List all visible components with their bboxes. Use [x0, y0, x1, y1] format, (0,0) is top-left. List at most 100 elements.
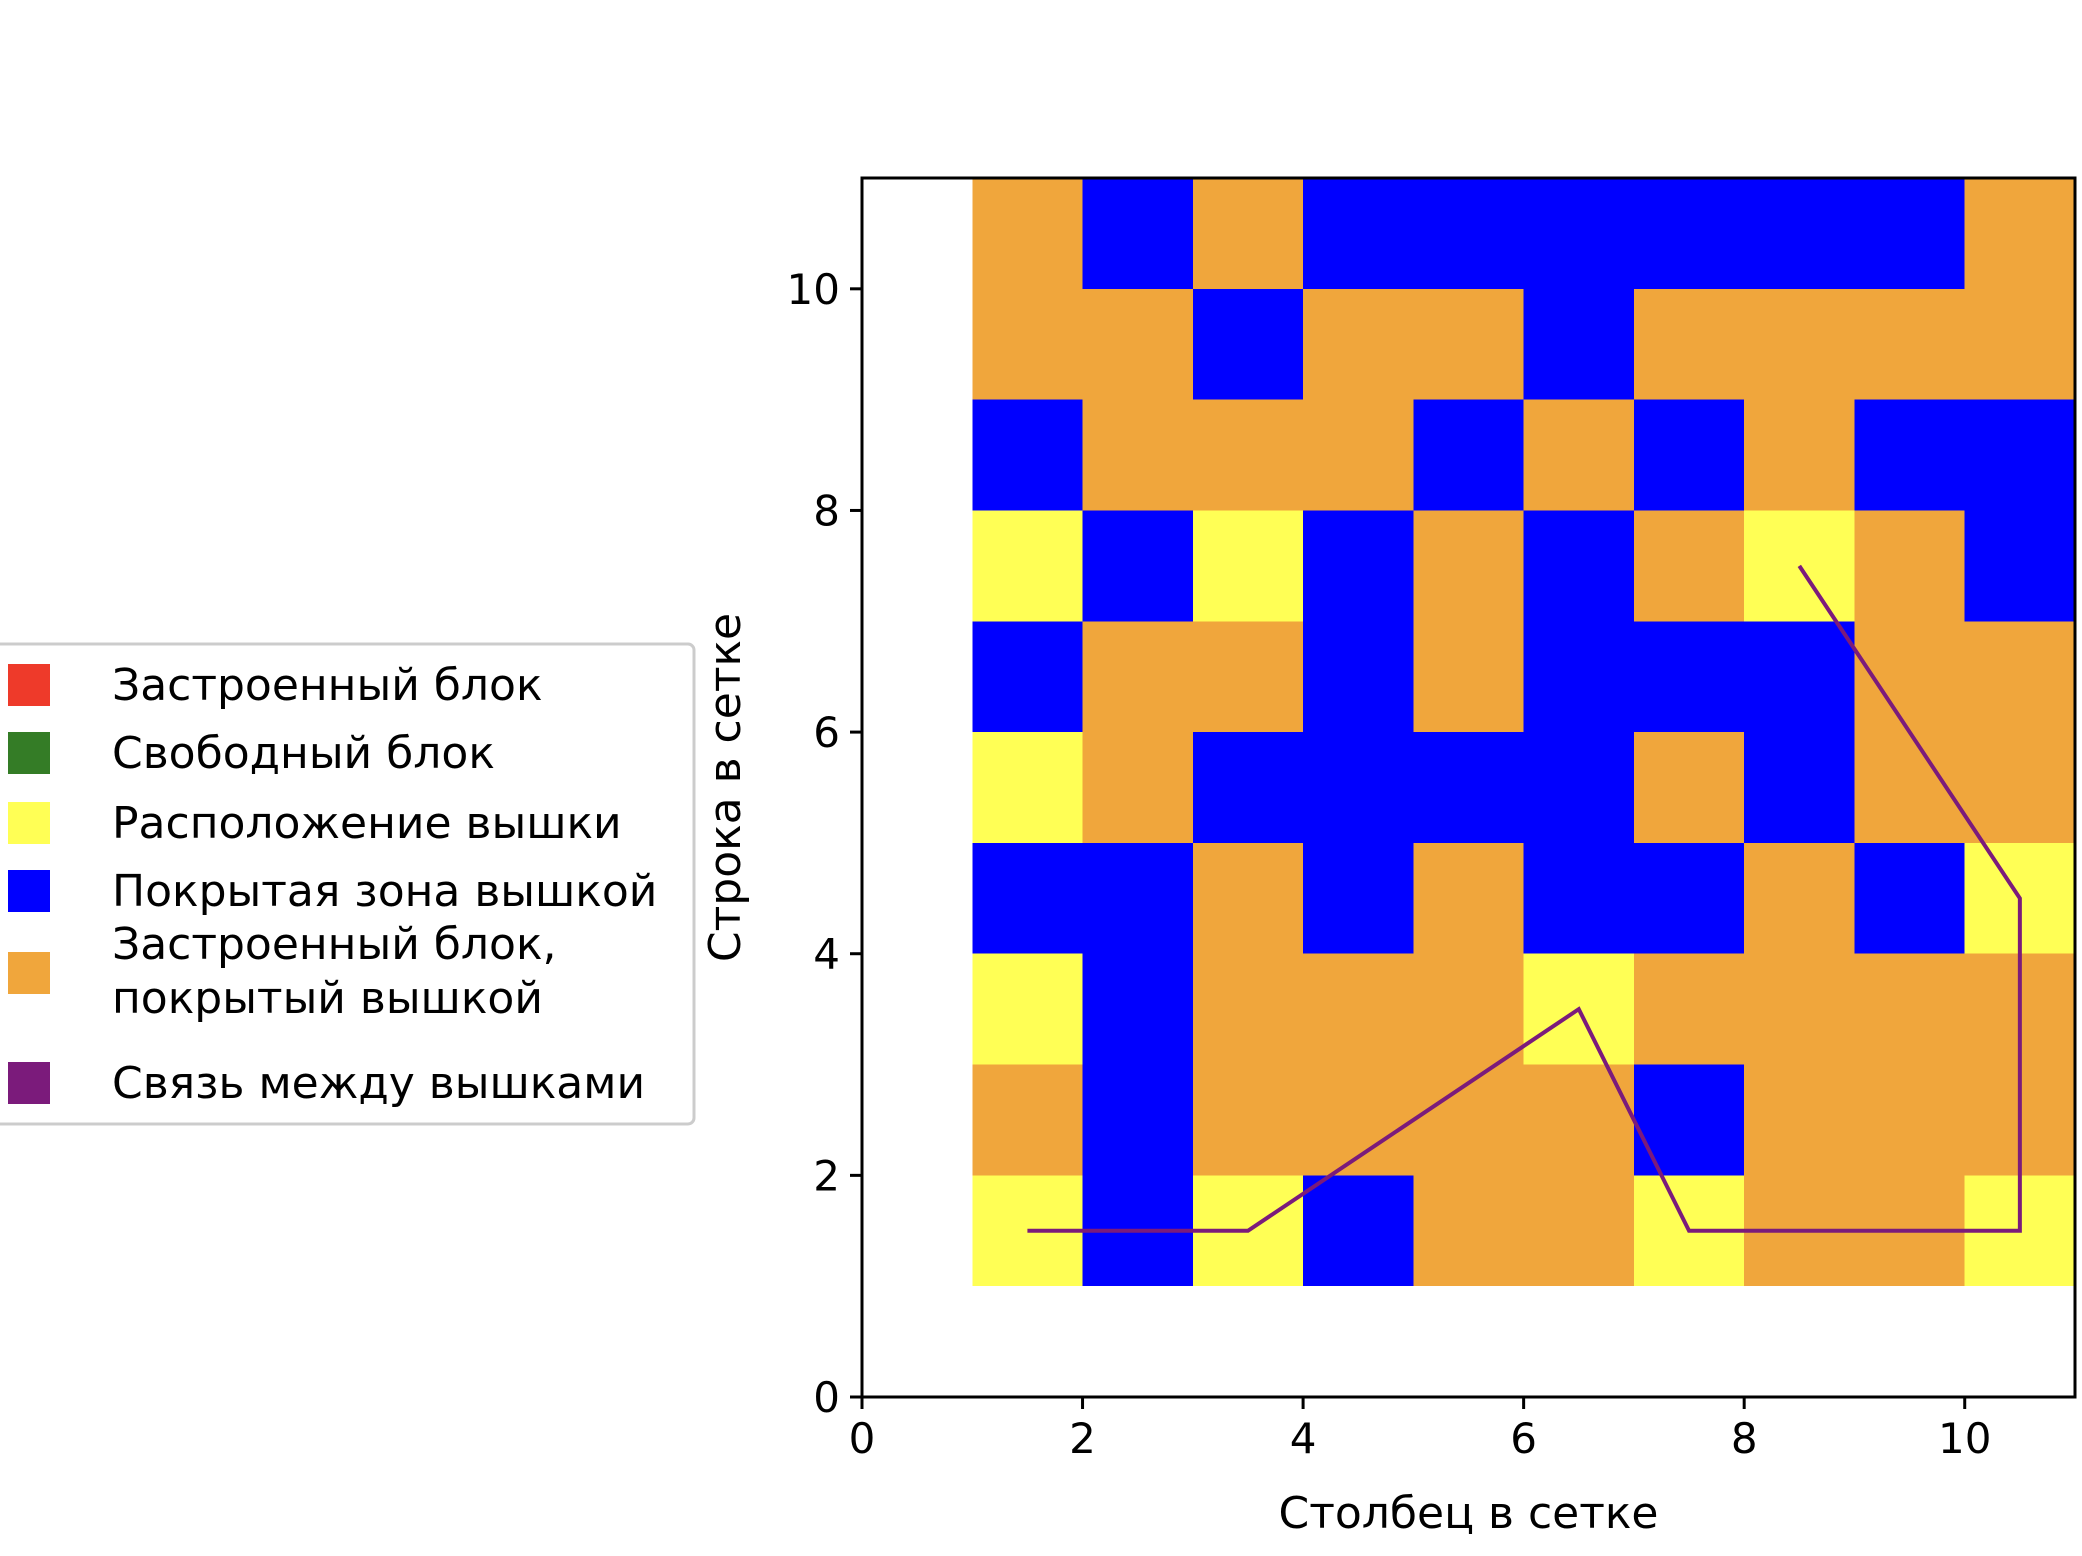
heatmap-cell	[1082, 399, 1193, 511]
heatmap-cell	[1854, 1064, 1965, 1176]
heatmap-cell	[1633, 288, 1745, 400]
heatmap-cell	[1192, 288, 1304, 400]
heatmap-cell	[1523, 621, 1634, 733]
heatmap-cell	[1192, 953, 1304, 1065]
heatmap-cell	[1964, 399, 2075, 511]
legend-label: Связь между вышками	[112, 1058, 645, 1109]
heatmap-cell	[972, 732, 1083, 843]
heatmap-cell	[1413, 732, 1524, 843]
heatmap-cell	[972, 621, 1083, 733]
heatmap-cell	[1744, 842, 1855, 954]
heatmap-cell	[1854, 510, 1965, 622]
heatmap-cell	[1523, 399, 1634, 511]
heatmap-cell	[1082, 842, 1193, 954]
heatmap-cell	[1744, 621, 1855, 733]
tower-links	[1027, 564, 2022, 1233]
heatmap-cell	[1854, 953, 1965, 1065]
heatmap-cell	[1964, 288, 2075, 400]
heatmap-cell	[1744, 288, 1855, 400]
heatmap-cell	[1633, 510, 1745, 622]
legend-swatch	[8, 952, 50, 994]
y-tick-label: 0	[813, 1373, 840, 1422]
heatmap-cell	[1633, 842, 1745, 954]
heatmap-cell	[1854, 399, 1965, 511]
x-tick-label: 8	[1731, 1414, 1758, 1463]
heatmap-cell	[972, 288, 1083, 400]
y-tick-label: 2	[813, 1151, 840, 1200]
heatmap-cell	[1854, 288, 1965, 400]
heatmap-cell	[1633, 732, 1745, 843]
legend-swatch	[8, 870, 50, 912]
heatmap-cell	[1192, 399, 1304, 511]
heatmap-cell	[1413, 1175, 1524, 1287]
y-tick-label: 10	[787, 265, 840, 314]
heatmap-cell	[1633, 953, 1745, 1065]
heatmap-cell	[1192, 732, 1304, 843]
heatmap-cell	[1192, 621, 1304, 733]
heatmap-cell	[1633, 621, 1745, 733]
heatmap-cell	[1303, 399, 1414, 511]
heatmap-cell	[1082, 953, 1193, 1065]
legend: Застроенный блок Свободный блок Расположен…	[0, 642, 696, 1126]
heatmap-cell	[1744, 510, 1855, 622]
legend-label: Свободный блок	[112, 728, 495, 779]
x-tick-label: 6	[1510, 1414, 1537, 1463]
heatmap-cell	[1744, 1064, 1855, 1176]
x-tick-label: 0	[849, 1414, 876, 1463]
y-tick-label: 8	[813, 486, 840, 535]
heatmap-cell	[1964, 732, 2075, 843]
y-axis-label: Строка в сетке	[700, 613, 751, 962]
heatmap-cell	[972, 399, 1083, 511]
heatmap-cell	[1633, 1064, 1745, 1176]
heatmap-cell	[972, 842, 1083, 954]
x-axis-label: Столбец в сетке	[1279, 1488, 1659, 1539]
legend-label: Покрытая зона вышкой	[112, 866, 657, 917]
heatmap-cell	[972, 1064, 1083, 1176]
heatmap-cell	[1523, 1064, 1634, 1176]
x-tick-label: 10	[1938, 1414, 1991, 1463]
heatmap-cell	[1192, 1064, 1304, 1176]
heatmap-cell	[1082, 621, 1193, 733]
y-tick-label: 6	[813, 708, 840, 757]
heatmap-cell	[1523, 1175, 1634, 1287]
heatmap-cell	[1964, 510, 2075, 622]
tower-link-line	[1027, 564, 2022, 1233]
heatmap-cell	[1413, 953, 1524, 1065]
heatmap-cell	[1523, 288, 1634, 400]
heatmap-cell	[1523, 842, 1634, 954]
heatmap-cell	[972, 510, 1083, 622]
heatmap-cell	[1303, 732, 1414, 843]
heatmap-cell	[1523, 732, 1634, 843]
x-tick-label: 2	[1069, 1414, 1096, 1463]
heatmap-cell	[1413, 510, 1524, 622]
heatmap-cell	[1082, 288, 1193, 400]
legend-swatch	[8, 802, 50, 844]
heatmap-cell	[1413, 178, 1524, 289]
heatmap-cell	[1192, 178, 1304, 289]
heatmap-cell	[1082, 510, 1193, 622]
heatmap-cell	[1413, 288, 1524, 400]
heatmap-cell	[1523, 178, 1634, 289]
heatmap-cell	[1964, 178, 2075, 289]
heatmap-cell	[1964, 621, 2075, 733]
heatmap-cell	[1192, 842, 1304, 954]
heatmap-cell	[1082, 178, 1193, 289]
heatmap-cell	[1744, 732, 1855, 843]
heatmap-cell	[1192, 510, 1304, 622]
heatmap-cell	[972, 953, 1083, 1065]
legend-label: Застроенный блок	[112, 660, 543, 711]
heatmap-cell	[1082, 1064, 1193, 1176]
legend-swatch	[8, 732, 50, 774]
heatmap-cell	[1303, 288, 1414, 400]
heatmap-cell	[1854, 178, 1965, 289]
plot-frame	[860, 176, 2077, 1399]
legend-swatch	[8, 664, 50, 706]
heatmap-cell	[1303, 842, 1414, 954]
y-tick-label: 4	[813, 930, 840, 979]
x-axis-ticks: 0 2 4 6 8 10	[849, 1397, 1991, 1463]
heatmap-cell	[1744, 399, 1855, 511]
heatmap-cell	[1303, 953, 1414, 1065]
legend-box	[0, 642, 696, 1126]
legend-label: Расположение вышки	[112, 798, 622, 849]
